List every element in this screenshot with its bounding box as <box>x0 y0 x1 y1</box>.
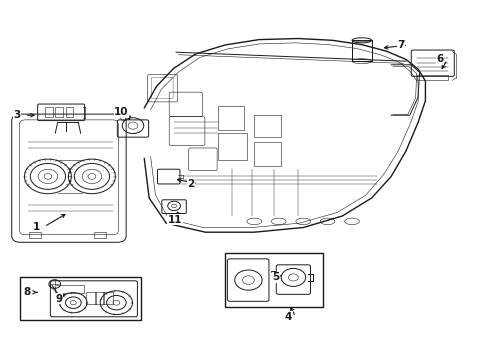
Bar <box>217 133 246 160</box>
Bar <box>55 107 63 117</box>
Bar <box>94 292 104 304</box>
Text: 10: 10 <box>114 107 128 117</box>
Bar <box>55 285 84 293</box>
Bar <box>45 107 53 117</box>
Text: 5: 5 <box>272 272 279 282</box>
Text: 3: 3 <box>14 110 20 120</box>
Bar <box>65 107 73 117</box>
Bar <box>254 142 281 166</box>
Bar <box>416 75 447 80</box>
Bar <box>94 232 106 238</box>
Text: 4: 4 <box>284 312 292 322</box>
Text: 2: 2 <box>187 179 194 189</box>
Bar <box>254 115 281 137</box>
Text: 6: 6 <box>436 54 443 64</box>
Text: 9: 9 <box>55 294 62 304</box>
Bar <box>29 232 41 238</box>
Text: 11: 11 <box>167 215 182 225</box>
Bar <box>20 277 141 320</box>
Bar <box>224 253 322 307</box>
Text: 8: 8 <box>23 287 30 297</box>
Bar <box>86 292 96 304</box>
Bar <box>102 292 112 304</box>
Text: 7: 7 <box>396 40 404 50</box>
Text: 1: 1 <box>33 222 40 232</box>
Bar <box>217 106 244 130</box>
Bar <box>351 40 371 61</box>
